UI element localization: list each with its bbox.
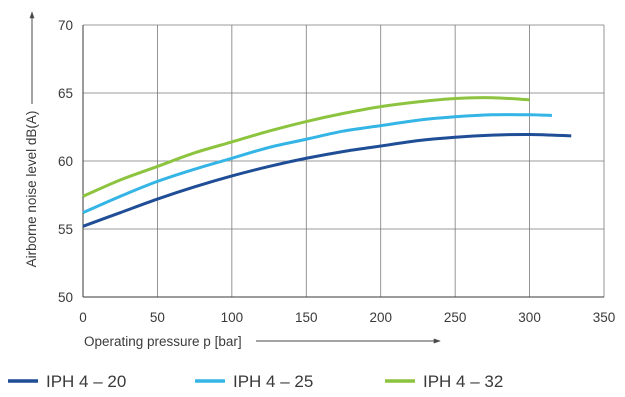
x-axis-title: Operating pressure p [bar] [84, 334, 242, 349]
x-tick-label: 200 [369, 310, 392, 325]
y-tick-label: 70 [58, 18, 73, 33]
y-axis-title: Airborne noise level dB(A) [24, 111, 39, 268]
y-tick-label: 65 [58, 86, 73, 101]
legend-label: IPH 4 – 25 [233, 372, 313, 391]
x-tick-label: 300 [518, 310, 541, 325]
series-line-3 [82, 96, 530, 198]
legend-item-1: IPH 4 – 20 [8, 372, 126, 391]
legend-item-3: IPH 4 – 32 [385, 372, 503, 391]
grid-lines [83, 24, 605, 297]
x-tick-label: 100 [221, 310, 244, 325]
y-tick-label: 60 [58, 154, 73, 169]
y-tick-label: 55 [58, 222, 73, 237]
y-tick-label: 50 [58, 290, 73, 305]
x-tick-label: 250 [444, 310, 467, 325]
y-tick-labels: 50 55 60 65 70 [58, 18, 73, 305]
x-tick-labels: 0 50 100 150 200 250 300 350 [79, 310, 615, 325]
x-tick-label: 0 [79, 310, 87, 325]
data-series [82, 96, 572, 228]
series-line-2 [82, 113, 552, 215]
legend-label: IPH 4 – 32 [423, 372, 503, 391]
legend: IPH 4 – 20 IPH 4 – 25 IPH 4 – 32 [8, 372, 503, 391]
axes [82, 25, 604, 298]
legend-item-2: IPH 4 – 25 [195, 372, 313, 391]
x-tick-label: 150 [295, 310, 318, 325]
x-tick-label: 350 [593, 310, 616, 325]
legend-label: IPH 4 – 20 [46, 372, 126, 391]
x-tick-label: 50 [150, 310, 165, 325]
series-line-1 [82, 132, 572, 228]
